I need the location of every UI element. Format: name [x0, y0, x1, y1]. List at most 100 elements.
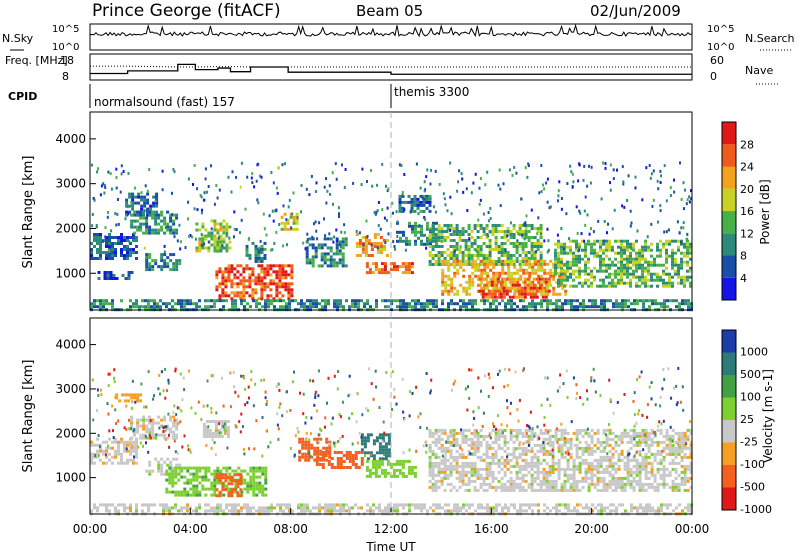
data-cell	[566, 267, 569, 270]
data-cell	[501, 462, 504, 465]
data-cell	[686, 233, 688, 236]
data-cell	[435, 483, 438, 486]
data-cell	[521, 296, 524, 299]
data-cell	[522, 269, 525, 272]
data-cell	[645, 299, 648, 302]
data-cell	[165, 305, 168, 308]
data-cell	[639, 474, 642, 477]
data-cell	[387, 463, 390, 466]
data-cell	[663, 447, 666, 450]
data-cell	[684, 480, 687, 483]
data-cell	[504, 441, 507, 444]
data-cell	[175, 217, 178, 220]
data-cell	[277, 192, 279, 195]
data-cell	[408, 222, 411, 225]
data-cell	[381, 460, 384, 463]
data-cell	[615, 302, 618, 305]
data-cell	[620, 261, 623, 264]
data-cell	[681, 456, 684, 459]
data-cell	[588, 486, 591, 489]
data-cell	[633, 471, 636, 474]
data-cell	[537, 245, 540, 248]
data-cell	[668, 276, 671, 279]
data-cell	[278, 285, 281, 288]
data-cell	[569, 249, 572, 252]
data-cell	[453, 230, 456, 233]
data-cell	[163, 220, 166, 223]
data-cell	[207, 479, 210, 482]
data-cell	[354, 299, 357, 302]
data-cell	[116, 176, 118, 179]
data-cell	[540, 486, 543, 489]
data-cell	[468, 480, 471, 483]
data-cell	[537, 227, 540, 230]
data-cell	[513, 486, 516, 489]
data-cell	[662, 282, 665, 285]
data-cell	[155, 205, 158, 208]
data-cell	[582, 302, 585, 305]
data-cell	[213, 241, 216, 244]
data-cell	[611, 282, 614, 285]
data-cell	[201, 488, 204, 491]
data-cell	[519, 429, 522, 432]
data-cell	[677, 276, 680, 279]
data-cell	[462, 456, 465, 459]
data-cell	[681, 450, 684, 453]
data-cell	[594, 474, 597, 477]
data-cell	[227, 264, 230, 267]
data-cell	[483, 269, 486, 272]
data-cell	[510, 486, 513, 489]
data-cell	[414, 475, 417, 478]
data-cell	[342, 240, 345, 243]
data-cell	[468, 227, 471, 230]
data-cell	[651, 465, 654, 468]
data-cell	[612, 432, 615, 435]
data-cell	[263, 270, 266, 273]
colorbar-swatch	[722, 211, 736, 233]
data-cell	[510, 263, 513, 266]
data-cell	[686, 279, 689, 282]
data-cell	[483, 480, 486, 483]
data-cell	[462, 453, 465, 456]
data-cell	[669, 450, 672, 453]
data-cell	[645, 429, 648, 432]
data-cell	[630, 225, 632, 228]
data-cell	[180, 305, 183, 308]
data-cell	[255, 251, 258, 254]
data-cell	[117, 236, 120, 239]
data-cell	[570, 477, 573, 480]
data-cell	[255, 299, 258, 302]
data-cell	[609, 299, 612, 302]
data-cell	[491, 296, 494, 299]
data-cell	[474, 474, 477, 477]
data-cell	[118, 223, 120, 226]
data-cell	[657, 187, 659, 190]
data-cell	[363, 244, 365, 247]
data-cell	[371, 243, 373, 246]
data-cell	[321, 243, 324, 246]
data-cell	[444, 281, 447, 284]
data-cell	[555, 462, 558, 465]
data-cell	[495, 224, 498, 227]
data-cell	[180, 494, 183, 497]
data-cell	[483, 242, 486, 245]
data-cell	[622, 165, 624, 168]
data-cell	[507, 441, 510, 444]
data-cell	[531, 489, 534, 492]
data-cell	[423, 210, 426, 213]
data-cell	[306, 305, 309, 308]
data-cell	[430, 169, 432, 172]
data-cell	[195, 491, 198, 494]
data-cell	[380, 236, 383, 239]
data-cell	[507, 251, 510, 254]
data-cell	[346, 466, 349, 469]
data-cell	[519, 224, 522, 227]
data-cell	[525, 245, 528, 248]
data-cell	[512, 281, 515, 284]
data-cell	[657, 483, 660, 486]
data-cell	[519, 489, 522, 492]
data-cell	[381, 262, 384, 265]
data-cell	[486, 263, 489, 266]
data-cell	[201, 226, 204, 229]
data-cell	[597, 465, 600, 468]
